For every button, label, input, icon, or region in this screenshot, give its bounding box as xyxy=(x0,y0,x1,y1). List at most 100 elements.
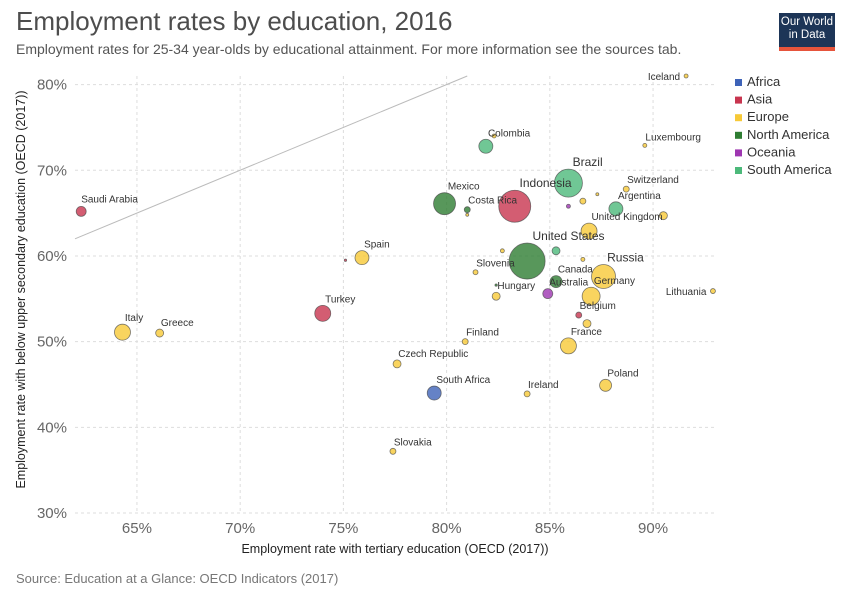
point-label: Greece xyxy=(161,318,194,329)
data-point[interactable] xyxy=(683,73,689,79)
data-point[interactable] xyxy=(642,143,648,148)
data-point[interactable] xyxy=(523,390,531,398)
point-label: Iceland xyxy=(648,72,680,83)
legend-swatch[interactable] xyxy=(735,131,742,139)
point-label: United Kingdom xyxy=(591,212,662,223)
data-point[interactable] xyxy=(498,189,532,223)
point-label: Ireland xyxy=(528,380,559,391)
point-label: Mexico xyxy=(448,182,480,193)
point-label: Australia xyxy=(549,278,588,289)
data-point[interactable] xyxy=(354,250,370,266)
x-axis-label: Employment rate with tertiary education … xyxy=(241,542,548,556)
legend-item-label[interactable]: Asia xyxy=(747,92,773,107)
data-point[interactable] xyxy=(549,275,563,289)
data-point[interactable] xyxy=(494,283,498,287)
data-point[interactable] xyxy=(566,203,571,209)
data-point[interactable] xyxy=(554,168,583,198)
point-label: South Africa xyxy=(436,375,490,386)
y-axis-label: Employment rate with below upper seconda… xyxy=(14,90,28,488)
data-point[interactable] xyxy=(599,378,612,392)
data-point[interactable] xyxy=(595,192,600,197)
point-label: Saudi Arabia xyxy=(81,194,138,205)
data-point[interactable] xyxy=(579,197,587,205)
logo-line-1: Our World xyxy=(780,16,834,28)
point-label: Hungary xyxy=(497,281,535,292)
point-label: United States xyxy=(533,229,605,243)
data-point[interactable] xyxy=(463,206,471,214)
point-label: Argentina xyxy=(618,191,661,202)
legend-swatch[interactable] xyxy=(735,114,742,122)
reference-line xyxy=(74,75,468,240)
legend-swatch[interactable] xyxy=(735,79,742,86)
legend-item-label[interactable]: Europe xyxy=(747,109,789,124)
data-point[interactable] xyxy=(591,264,616,289)
point-label: Slovenia xyxy=(476,259,515,270)
point-label: Indonesia xyxy=(520,176,572,190)
data-point[interactable] xyxy=(582,319,592,329)
data-point[interactable] xyxy=(622,185,630,193)
data-point[interactable] xyxy=(658,211,668,221)
legend-item-label[interactable]: Oceania xyxy=(747,144,796,159)
data-point[interactable] xyxy=(581,286,601,306)
data-point[interactable] xyxy=(575,311,583,319)
owid-logo[interactable]: Our World in Data xyxy=(779,13,835,51)
point-label: France xyxy=(571,327,603,338)
data-point[interactable] xyxy=(551,246,561,256)
data-point[interactable] xyxy=(426,385,442,401)
point-label: Turkey xyxy=(325,294,355,305)
data-point[interactable] xyxy=(343,258,348,262)
x-tick-label: 75% xyxy=(328,520,358,537)
data-point[interactable] xyxy=(491,291,501,301)
data-point[interactable] xyxy=(560,337,577,355)
data-point[interactable] xyxy=(433,192,456,216)
data-point[interactable] xyxy=(155,328,165,338)
point-label: Czech Republic xyxy=(398,349,468,360)
data-point[interactable] xyxy=(75,205,87,217)
data-point[interactable] xyxy=(478,138,494,154)
data-point[interactable] xyxy=(580,256,586,262)
legend-swatch[interactable] xyxy=(735,167,742,174)
data-point[interactable] xyxy=(580,222,598,240)
point-label: Spain xyxy=(364,240,390,251)
data-point[interactable] xyxy=(392,359,402,369)
data-point[interactable] xyxy=(389,447,397,455)
legend-swatch[interactable] xyxy=(735,149,742,157)
point-label: Canada xyxy=(558,265,593,276)
legend-swatch[interactable] xyxy=(735,96,742,104)
y-tick-label: 40% xyxy=(37,419,67,436)
legend-item-label[interactable]: South America xyxy=(747,162,832,177)
data-point[interactable] xyxy=(608,201,624,217)
data-point[interactable] xyxy=(542,288,554,300)
y-tick-label: 30% xyxy=(37,505,67,522)
source-note: Source: Education at a Glance: OECD Indi… xyxy=(16,571,339,586)
legend-item-label[interactable]: North America xyxy=(747,127,830,142)
point-label: Switzerland xyxy=(627,175,679,186)
point-label: Russia xyxy=(607,251,644,265)
data-point[interactable] xyxy=(491,133,497,139)
legend-item-label[interactable]: Africa xyxy=(747,74,781,89)
y-tick-label: 80% xyxy=(37,77,67,94)
point-label: Italy xyxy=(125,313,143,324)
point-label: Lithuania xyxy=(666,287,707,298)
data-point[interactable] xyxy=(472,269,479,276)
data-point[interactable] xyxy=(508,242,546,280)
data-point[interactable] xyxy=(314,304,332,322)
chart-title: Employment rates by education, 2016 xyxy=(16,6,453,36)
point-label: Slovakia xyxy=(394,437,432,448)
point-label: Belgium xyxy=(580,301,616,312)
data-point[interactable] xyxy=(710,288,716,294)
y-tick-label: 50% xyxy=(37,334,67,351)
data-point[interactable] xyxy=(499,248,505,254)
data-point[interactable] xyxy=(114,323,131,341)
x-tick-label: 70% xyxy=(225,520,255,537)
x-tick-label: 65% xyxy=(122,520,152,537)
x-tick-label: 80% xyxy=(432,520,462,537)
point-label: Germany xyxy=(594,276,635,287)
logo-accent-bar xyxy=(779,47,835,51)
data-point[interactable] xyxy=(461,338,469,346)
y-tick-label: 70% xyxy=(37,162,67,179)
chart-subtitle: Employment rates for 25-34 year-olds by … xyxy=(16,41,682,57)
point-label: Brazil xyxy=(573,155,603,169)
data-point[interactable] xyxy=(465,212,470,217)
